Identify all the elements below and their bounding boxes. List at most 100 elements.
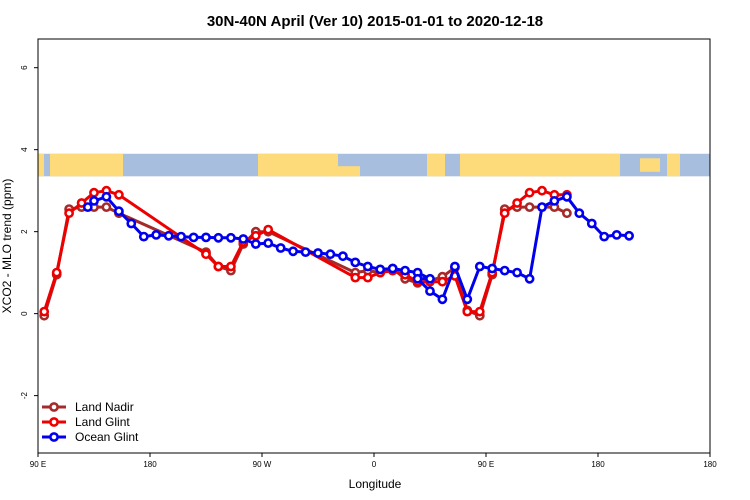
- data-point-ocean-glint: [586, 218, 597, 229]
- data-point-ocean-glint: [624, 230, 634, 241]
- data-point-ocean-glint: [599, 231, 610, 242]
- map-land: [640, 158, 660, 172]
- data-point-land-glint: [437, 276, 448, 287]
- x-tick-label: 0: [372, 460, 377, 469]
- data-point-land-glint: [512, 198, 522, 208]
- data-point-ocean-glint: [313, 248, 323, 258]
- data-point-ocean-glint: [350, 257, 361, 268]
- data-point-ocean-glint: [549, 195, 560, 206]
- legend-label-land-nadir: Land Nadir: [75, 400, 134, 414]
- data-point-ocean-glint: [437, 294, 448, 305]
- data-point-ocean-glint: [126, 218, 137, 229]
- series-land-nadir: [39, 202, 572, 321]
- map-land: [38, 153, 44, 177]
- data-point-land-glint: [114, 189, 124, 200]
- legend-marker-ocean-glint: [49, 432, 59, 442]
- chart-title: 30N-40N April (Ver 10) 2015-01-01 to 202…: [207, 13, 543, 30]
- data-point-land-glint: [64, 208, 74, 219]
- x-axis: 90 E 180 90 W 0 90 E 180 180: [30, 453, 717, 469]
- data-point-ocean-glint: [89, 195, 99, 206]
- data-point-ocean-glint: [574, 208, 585, 219]
- y-tick-label: 0: [20, 311, 29, 316]
- data-point-ocean-glint: [101, 191, 112, 202]
- data-point-ocean-glint: [512, 267, 522, 278]
- data-point-ocean-glint: [362, 261, 373, 272]
- data-point-ocean-glint: [449, 261, 460, 272]
- x-tick-label: 180: [591, 460, 605, 469]
- data-point-ocean-glint: [524, 273, 535, 284]
- data-point-ocean-glint: [138, 231, 149, 242]
- data-point-land-glint: [225, 261, 236, 272]
- data-point-ocean-glint: [238, 234, 249, 244]
- data-point-land-glint: [201, 249, 211, 260]
- data-point-ocean-glint: [176, 231, 186, 242]
- map-land: [50, 153, 123, 177]
- legend-label-ocean-glint: Ocean Glint: [75, 430, 139, 444]
- data-point-land-glint: [213, 261, 224, 272]
- x-axis-label: Longitude: [349, 477, 402, 491]
- data-point-land-glint: [499, 208, 510, 219]
- legend-marker-land-nadir: [49, 402, 59, 412]
- data-point-ocean-glint: [425, 286, 435, 296]
- x-tick-label: 180: [143, 460, 157, 469]
- data-point-ocean-glint: [474, 261, 485, 272]
- x-tick-label: 180: [703, 460, 717, 469]
- data-point-ocean-glint: [114, 206, 124, 217]
- map-land: [427, 153, 445, 177]
- plot-frame: [37, 38, 711, 454]
- y-axis-label: XCO2 - MLO trend (ppm): [0, 179, 14, 314]
- data-point-land-glint: [362, 272, 373, 283]
- data-point-ocean-glint: [325, 249, 336, 260]
- map-land: [460, 153, 620, 177]
- data-point-land-glint: [89, 187, 99, 198]
- data-point-land-glint: [474, 306, 485, 317]
- data-point-ocean-glint: [275, 243, 286, 253]
- data-point-land-glint: [462, 306, 473, 317]
- x-tick-label: 90 W: [253, 460, 272, 469]
- data-point-ocean-glint: [375, 264, 386, 275]
- y-tick-label: 4: [20, 147, 29, 152]
- y-tick-label: 6: [20, 65, 29, 70]
- data-point-land-glint: [537, 185, 547, 196]
- series-ocean-glint: [82, 191, 634, 305]
- y-tick-label: 2: [20, 229, 29, 234]
- legend-label-land-glint: Land Glint: [75, 415, 130, 429]
- data-point-land-glint: [39, 306, 50, 317]
- data-point-ocean-glint: [151, 229, 162, 240]
- data-point-ocean-glint: [412, 273, 423, 284]
- series-layer: [39, 185, 634, 321]
- data-point-ocean-glint: [337, 251, 348, 262]
- x-tick-label: 90 E: [478, 460, 494, 469]
- data-point-ocean-glint: [300, 247, 311, 257]
- x-tick-label: 90 E: [30, 460, 46, 469]
- data-point-land-nadir: [524, 202, 535, 212]
- data-point-ocean-glint: [82, 202, 93, 212]
- data-point-ocean-glint: [400, 265, 410, 276]
- data-point-ocean-glint: [201, 232, 211, 243]
- map-land: [330, 166, 360, 177]
- world-map-strip: [38, 153, 710, 177]
- data-point-ocean-glint: [188, 232, 199, 243]
- data-point-ocean-glint: [225, 232, 236, 243]
- data-point-land-glint: [263, 224, 274, 235]
- data-point-ocean-glint: [250, 239, 261, 249]
- data-point-land-glint: [51, 267, 62, 278]
- data-point-ocean-glint: [487, 263, 498, 274]
- data-point-land-glint: [250, 230, 261, 241]
- map-land: [667, 153, 680, 177]
- data-point-ocean-glint: [263, 238, 274, 248]
- series-line-land-nadir: [42, 205, 568, 318]
- data-point-land-nadir: [562, 208, 572, 219]
- data-point-ocean-glint: [387, 263, 398, 274]
- legend-marker-land-glint: [49, 417, 59, 427]
- y-tick-label: -2: [20, 392, 29, 400]
- data-point-ocean-glint: [537, 202, 547, 212]
- map-land: [258, 153, 338, 177]
- data-point-ocean-glint: [163, 230, 174, 241]
- data-point-ocean-glint: [213, 232, 224, 243]
- data-point-ocean-glint: [562, 191, 572, 202]
- y-axis: -2 0 2 4 6: [20, 65, 38, 399]
- data-point-ocean-glint: [462, 294, 473, 305]
